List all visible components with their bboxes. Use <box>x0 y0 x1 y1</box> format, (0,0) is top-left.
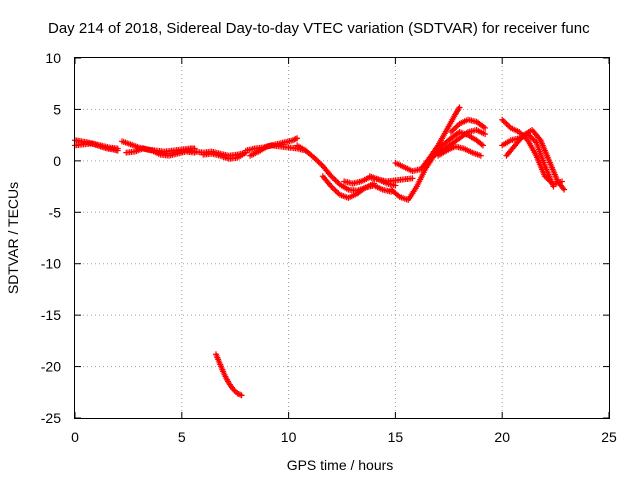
data-point <box>477 152 484 159</box>
data-point-fill <box>315 158 322 165</box>
series-sat-17 <box>447 116 489 136</box>
y-tick-label: -15 <box>41 307 61 323</box>
data-point-fill <box>503 120 510 127</box>
x-tick-label: 5 <box>178 429 186 445</box>
series-sat-18 <box>499 116 566 188</box>
series-sat-02 <box>72 140 121 152</box>
series-sat-19 <box>503 127 568 193</box>
data-point <box>479 142 486 149</box>
data-point <box>456 104 463 111</box>
series-sat-15 <box>422 127 489 169</box>
data-point <box>482 131 489 138</box>
data-point <box>550 183 557 190</box>
data-point <box>114 145 121 152</box>
series-sat-16 <box>435 143 484 159</box>
data-point <box>499 116 506 123</box>
data-point-fill <box>314 157 321 164</box>
data-point <box>392 182 399 189</box>
x-tick-label: 20 <box>494 429 510 445</box>
y-tick-label: 0 <box>53 153 61 169</box>
data-point-fill <box>316 160 323 167</box>
data-point-fill <box>334 178 341 185</box>
data-point-fill <box>331 176 338 183</box>
data-point-fill <box>478 141 485 148</box>
data-point-fill <box>452 124 459 131</box>
x-tick-label: 0 <box>71 429 79 445</box>
data-point-fill <box>450 126 457 133</box>
chart-title: Day 214 of 2018, Sidereal Day-to-day VTE… <box>48 20 590 37</box>
y-tick-label: -20 <box>41 359 61 375</box>
series-sat-20 <box>499 131 557 190</box>
data-point-fill <box>502 119 509 126</box>
series-sat-08 <box>242 142 309 154</box>
x-tick-label: 25 <box>601 429 617 445</box>
data-point-fill <box>560 185 567 192</box>
y-tick-label: -10 <box>41 256 61 272</box>
data-point <box>482 124 489 131</box>
data-point-fill <box>332 187 339 194</box>
data-point <box>409 175 416 182</box>
data-point-fill <box>332 177 339 184</box>
data-point <box>294 135 301 142</box>
data-point-fill <box>237 391 244 398</box>
grid-lines <box>75 58 609 418</box>
series-sat-21 <box>212 351 245 399</box>
data-point-fill <box>331 186 338 193</box>
data-point-fill <box>453 123 460 130</box>
data-point-fill <box>334 189 341 196</box>
y-axis-label: SDTVAR / TECUs <box>5 182 21 294</box>
axis-ticks: 0 5 10 15 20 25 10 5 0 -5 -10 -15 -20 -25 <box>41 50 617 445</box>
series-sat-06 <box>200 149 249 162</box>
series-sat-12 <box>366 173 416 185</box>
y-tick-label: 5 <box>53 101 61 117</box>
x-axis-label: GPS time / hours <box>287 457 394 473</box>
data-point <box>561 186 568 193</box>
x-tick-label: 15 <box>388 429 404 445</box>
x-tick-label: 10 <box>281 429 297 445</box>
data-point-fill <box>500 118 507 125</box>
plot-frame <box>74 57 610 419</box>
series-sat-10 <box>319 173 395 201</box>
data-points <box>72 104 568 399</box>
y-tick-label: -5 <box>49 204 62 220</box>
y-tick-label: 10 <box>45 50 61 66</box>
data-point <box>238 392 245 399</box>
data-point-fill <box>504 122 511 129</box>
y-tick-label: -25 <box>41 410 61 426</box>
